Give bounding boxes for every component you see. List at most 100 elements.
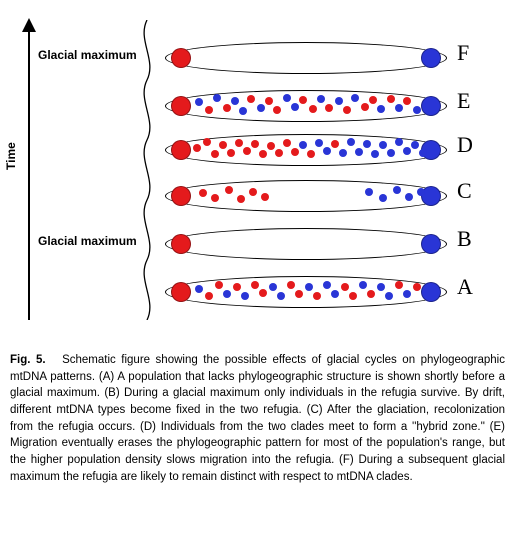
figure-caption-label: Fig. 5.: [10, 354, 46, 366]
individual-dot: [257, 104, 265, 112]
population-row-e: E: [165, 86, 465, 126]
individual-dot: [331, 290, 339, 298]
refugium-right-dot: [421, 96, 441, 116]
individual-dot: [351, 94, 359, 102]
individual-dot: [385, 292, 393, 300]
individual-dot: [309, 105, 317, 113]
individual-dot: [193, 144, 201, 152]
individual-dot: [233, 283, 241, 291]
individual-dot: [219, 141, 227, 149]
individual-dot: [299, 141, 307, 149]
row-label-d: D: [457, 132, 497, 158]
figure-area: Time Glacial maximum Glacial maximum FED…: [0, 0, 515, 340]
individual-dot: [241, 292, 249, 300]
individual-dot: [417, 188, 425, 196]
individual-dot: [413, 106, 421, 114]
individual-dot: [339, 149, 347, 157]
individual-dot: [371, 150, 379, 158]
individual-dot: [305, 283, 313, 291]
individual-dot: [307, 150, 315, 158]
individual-dot: [265, 97, 273, 105]
individual-dot: [325, 104, 333, 112]
individual-dot: [377, 283, 385, 291]
population-row-c: C: [165, 176, 465, 216]
individual-dot: [205, 292, 213, 300]
individual-dot: [239, 107, 247, 115]
individual-dot: [261, 193, 269, 201]
individual-dot: [411, 141, 419, 149]
individual-dot: [223, 104, 231, 112]
individual-dot: [267, 142, 275, 150]
time-axis-label: Time: [4, 142, 18, 170]
row-label-b: B: [457, 226, 497, 252]
population-row-f: F: [165, 38, 465, 78]
individual-dot: [403, 290, 411, 298]
individual-dot: [315, 139, 323, 147]
glacial-maximum-label-lower: Glacial maximum: [38, 234, 137, 248]
individual-dot: [273, 106, 281, 114]
individual-dot: [367, 290, 375, 298]
refugium-left-dot: [171, 282, 191, 302]
individual-dot: [283, 94, 291, 102]
individual-dot: [251, 281, 259, 289]
individual-dot: [403, 97, 411, 105]
individual-dot: [355, 148, 363, 156]
individual-dot: [361, 103, 369, 111]
individual-dot: [377, 105, 385, 113]
individual-dot: [275, 149, 283, 157]
individual-dot: [259, 150, 267, 158]
refugium-left-dot: [171, 140, 191, 160]
wavy-timeline-icon: [132, 20, 162, 320]
refugium-left-dot: [171, 48, 191, 68]
individual-dot: [413, 283, 421, 291]
individual-dot: [277, 292, 285, 300]
individual-dot: [405, 193, 413, 201]
individual-dot: [259, 289, 267, 297]
individual-dot: [195, 98, 203, 106]
individual-dot: [313, 292, 321, 300]
figure-caption: Fig. 5. Schematic figure showing the pos…: [10, 352, 505, 485]
population-row-a: A: [165, 272, 465, 312]
individual-dot: [215, 281, 223, 289]
refugium-right-dot: [421, 48, 441, 68]
glacial-maximum-label-upper: Glacial maximum: [38, 48, 137, 62]
individual-dot: [341, 283, 349, 291]
individual-dot: [419, 149, 427, 157]
individual-dot: [365, 188, 373, 196]
individual-dot: [317, 95, 325, 103]
individual-dot: [211, 194, 219, 202]
individual-dot: [369, 96, 377, 104]
individual-dot: [291, 148, 299, 156]
individual-dot: [343, 106, 351, 114]
individual-dot: [363, 140, 371, 148]
individual-dot: [249, 188, 257, 196]
individual-dot: [283, 139, 291, 147]
individual-dot: [349, 292, 357, 300]
population-ellipse: [165, 228, 447, 260]
figure-caption-text: Schematic figure showing the possible ef…: [10, 354, 505, 483]
individual-dot: [231, 97, 239, 105]
individual-dot: [205, 106, 213, 114]
individual-dot: [323, 281, 331, 289]
individual-dot: [379, 141, 387, 149]
individual-dot: [295, 290, 303, 298]
time-axis-arrow: [28, 30, 30, 320]
individual-dot: [395, 104, 403, 112]
individual-dot: [393, 186, 401, 194]
individual-dot: [223, 290, 231, 298]
individual-dot: [203, 138, 211, 146]
individual-dot: [347, 138, 355, 146]
row-label-c: C: [457, 178, 497, 204]
individual-dot: [359, 281, 367, 289]
individual-dot: [299, 96, 307, 104]
individual-dot: [379, 194, 387, 202]
row-label-f: F: [457, 40, 497, 66]
individual-dot: [291, 103, 299, 111]
individual-dot: [395, 138, 403, 146]
row-label-e: E: [457, 88, 497, 114]
individual-dot: [269, 283, 277, 291]
individual-dot: [387, 95, 395, 103]
refugium-left-dot: [171, 234, 191, 254]
individual-dot: [213, 94, 221, 102]
individual-dot: [227, 149, 235, 157]
